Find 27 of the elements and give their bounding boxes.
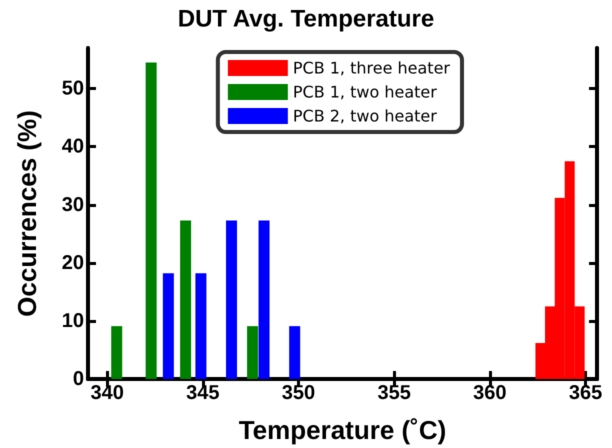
legend-label: PCB 1, two heater — [292, 82, 438, 102]
y-tick-label: 10 — [62, 310, 84, 332]
bar — [195, 273, 206, 379]
bar — [111, 326, 122, 379]
bar — [146, 62, 157, 379]
chart-title: DUT Avg. Temperature — [178, 6, 434, 32]
bar — [226, 220, 238, 379]
x-tick-label: 360 — [473, 382, 507, 404]
legend-label: PCB 1, three heater — [292, 58, 450, 78]
y-tick-label: 30 — [62, 194, 84, 216]
y-tick-label: 40 — [62, 136, 84, 158]
x-tick-label: 345 — [186, 382, 220, 404]
bar — [289, 326, 300, 379]
x-tick-label: 355 — [377, 382, 411, 404]
y-tick-label: 50 — [62, 78, 84, 100]
x-tick-label: 350 — [282, 382, 316, 404]
bar — [162, 273, 174, 379]
bar — [258, 220, 270, 379]
y-tick-label: 0 — [72, 368, 84, 390]
x-tick-label: 365 — [568, 382, 602, 404]
x-axis-title: Temperature (˚C) — [238, 415, 446, 445]
y-axis-title: Occurrences (%) — [12, 110, 42, 317]
x-tick-label: 340 — [90, 382, 124, 404]
legend-label: PCB 2, two heater — [292, 106, 438, 126]
bar — [180, 220, 192, 379]
bar — [247, 326, 258, 379]
y-tick-label: 20 — [62, 252, 84, 274]
